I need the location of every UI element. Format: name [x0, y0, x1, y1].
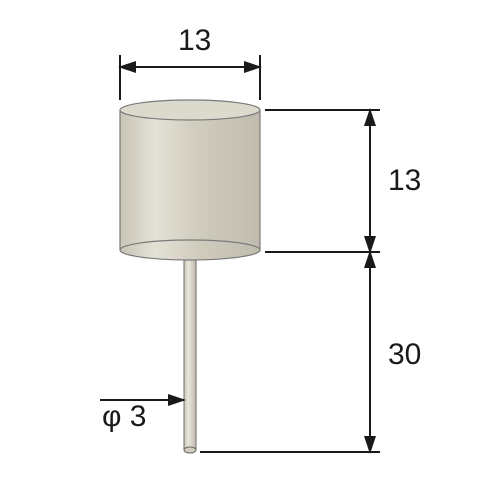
label-width-top: 13	[178, 24, 211, 58]
shaft	[184, 250, 196, 453]
cylinder-head	[120, 100, 260, 260]
label-shaft-diameter: φ 3	[102, 400, 146, 434]
label-shaft-length: 30	[388, 338, 421, 372]
dimension-width-top	[120, 55, 260, 100]
label-cylinder-height: 13	[388, 164, 421, 198]
technical-drawing	[0, 0, 500, 500]
